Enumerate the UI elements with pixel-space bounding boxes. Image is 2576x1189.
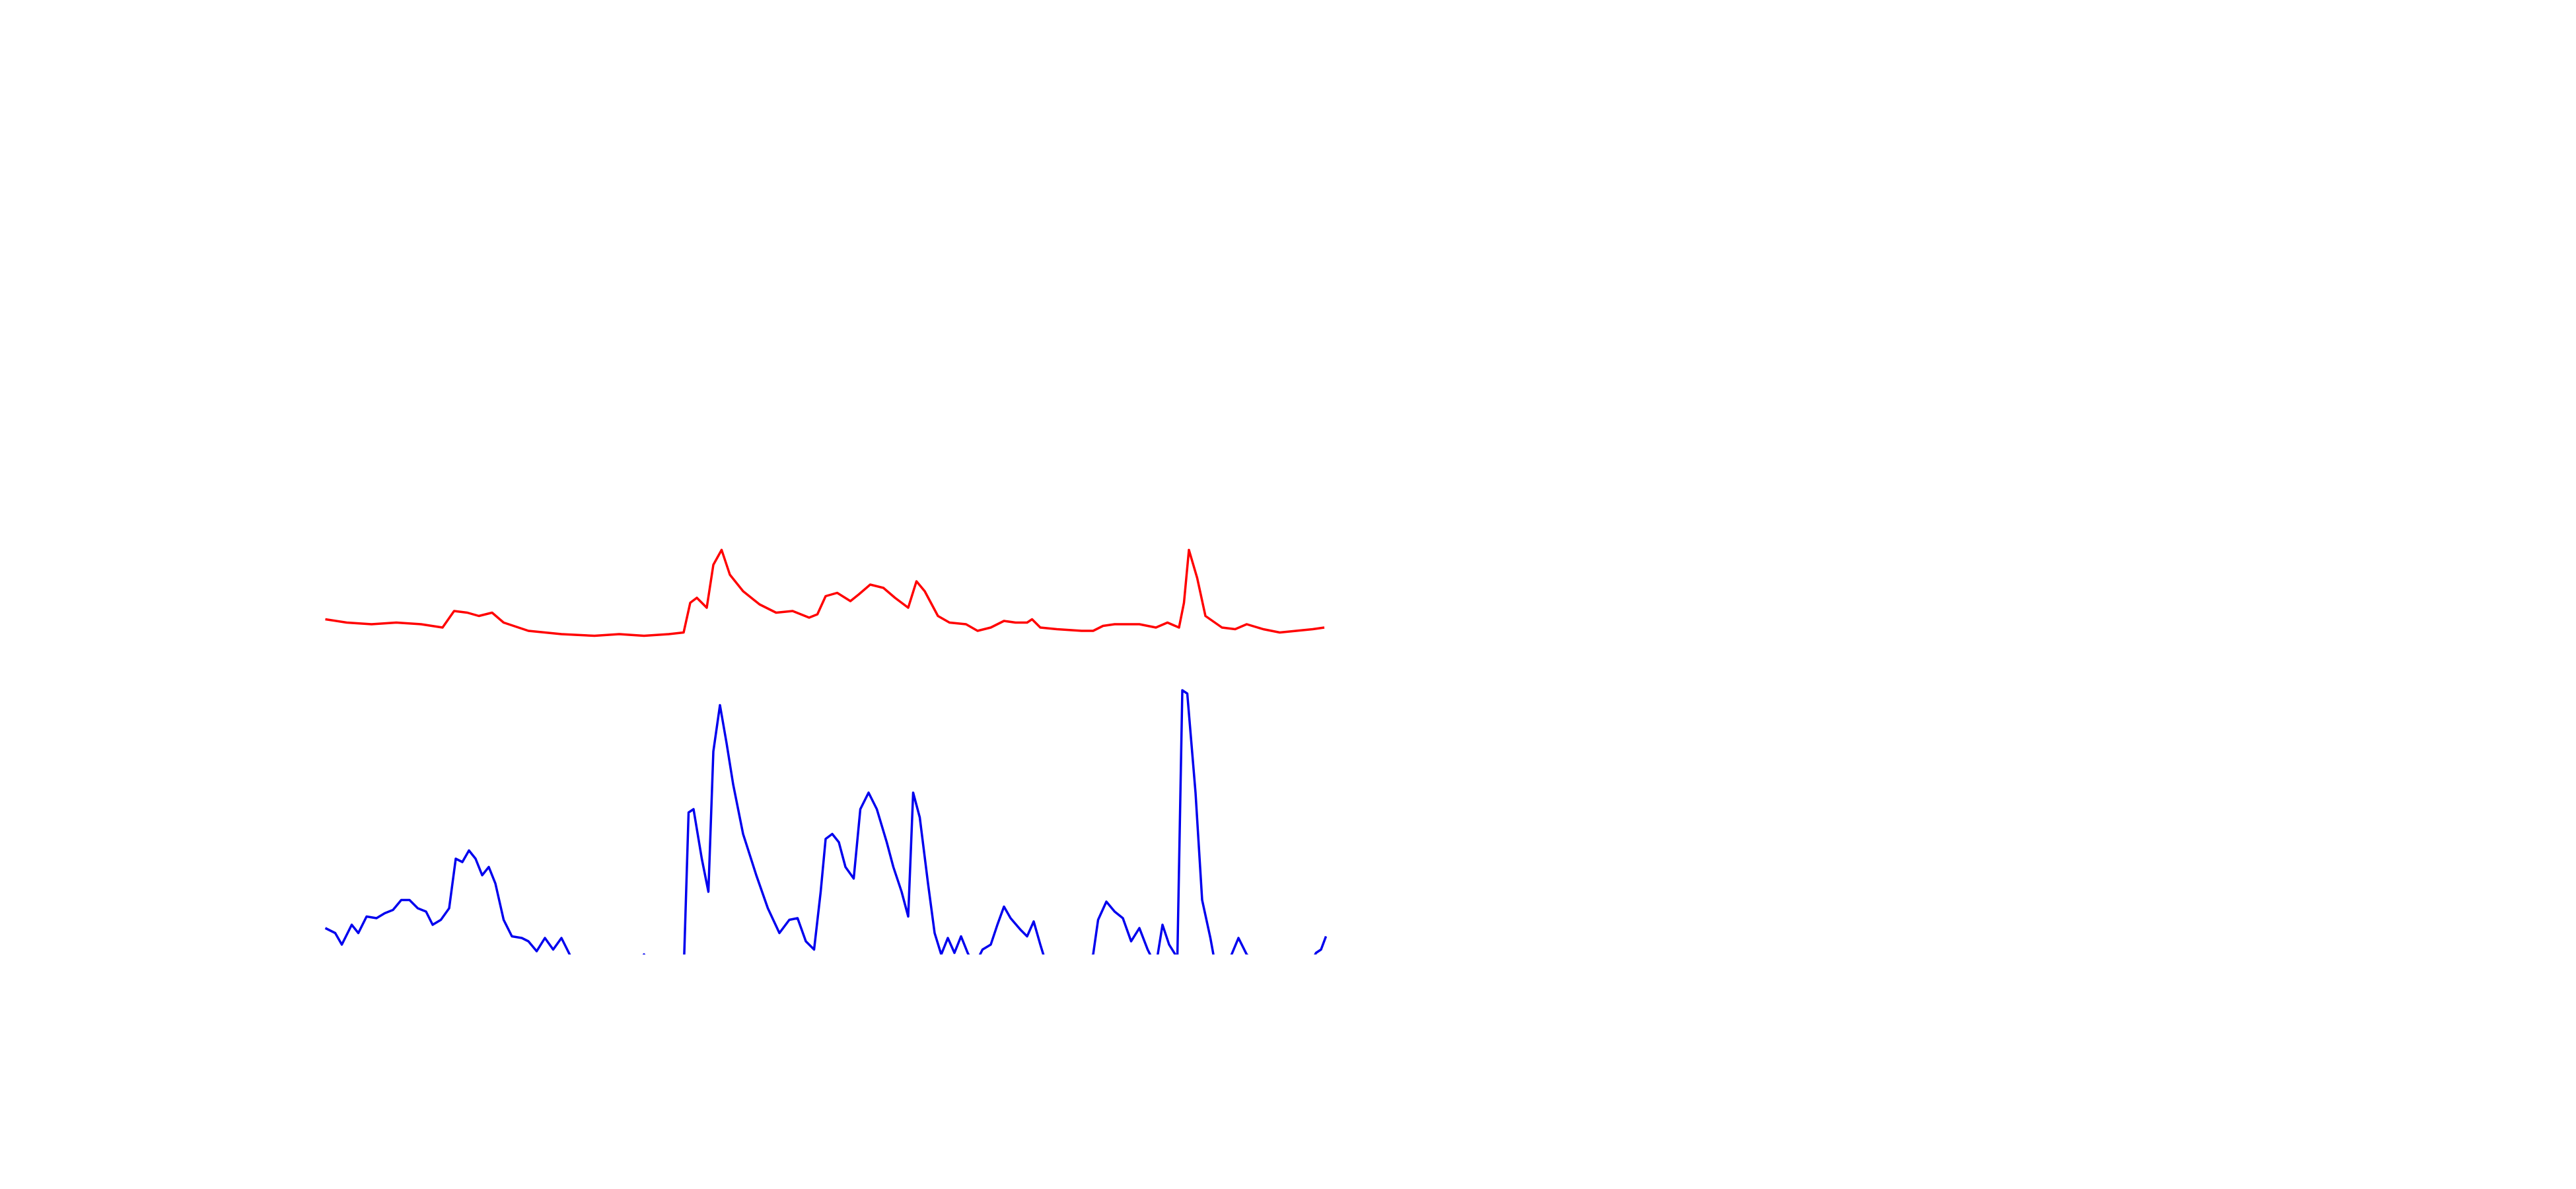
data-line (324, 689, 1328, 955)
plot-area (324, 548, 1328, 955)
data-line (325, 548, 1325, 637)
